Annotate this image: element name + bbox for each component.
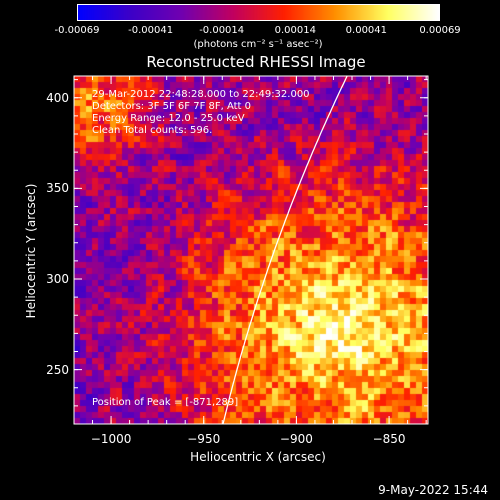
annotation-energy-range: Energy Range: 12.0 - 25.0 keV — [92, 113, 245, 124]
x-tick-label: −1000 — [90, 432, 132, 446]
colorbar — [77, 4, 440, 21]
colorbar-tick-label: 0.00041 — [345, 25, 388, 36]
y-axis-label: Heliocentric Y (arcsec) — [24, 183, 38, 319]
peak-position-label: Position of Peak = [-871,289] — [92, 397, 239, 408]
x-axis-label: Heliocentric X (arcsec) — [190, 450, 326, 464]
solar-limb — [222, 75, 348, 425]
y-tick-label: 250 — [46, 362, 69, 377]
y-tick-label: 300 — [46, 272, 69, 286]
colorbar-tick-label: 0.00069 — [419, 25, 461, 36]
colorbar-tick-label: -0.00041 — [128, 25, 174, 36]
colorbar-tick-label: -0.00014 — [199, 25, 245, 36]
annotation-detectors: Detectors: 3F 5F 6F 7F 8F, Att 0 — [92, 101, 252, 112]
rhessi-image — [74, 76, 428, 424]
plot-timestamp: 9-May-2022 15:44 — [378, 483, 488, 497]
x-tick-label: −850 — [372, 432, 406, 446]
plot-title: Reconstructed RHESSI Image — [146, 53, 366, 71]
x-tick-label: −900 — [279, 432, 313, 446]
colorbar-tick-label: -0.00069 — [54, 25, 100, 36]
colorbar-tick-label: 0.00014 — [274, 25, 316, 36]
colorbar-units-label: (photons cm⁻² s⁻¹ asec⁻²) — [193, 39, 323, 50]
x-tick-label: −950 — [187, 432, 221, 446]
y-tick-label: 350 — [46, 181, 69, 196]
y-tick-label: 400 — [46, 90, 69, 105]
annotation-clean-counts: Clean Total counts: 596. — [92, 125, 213, 136]
plot-frame — [73, 75, 429, 425]
annotation-time-range: 29-Mar-2012 22:48:28.000 to 22:49:32.000 — [92, 89, 310, 100]
